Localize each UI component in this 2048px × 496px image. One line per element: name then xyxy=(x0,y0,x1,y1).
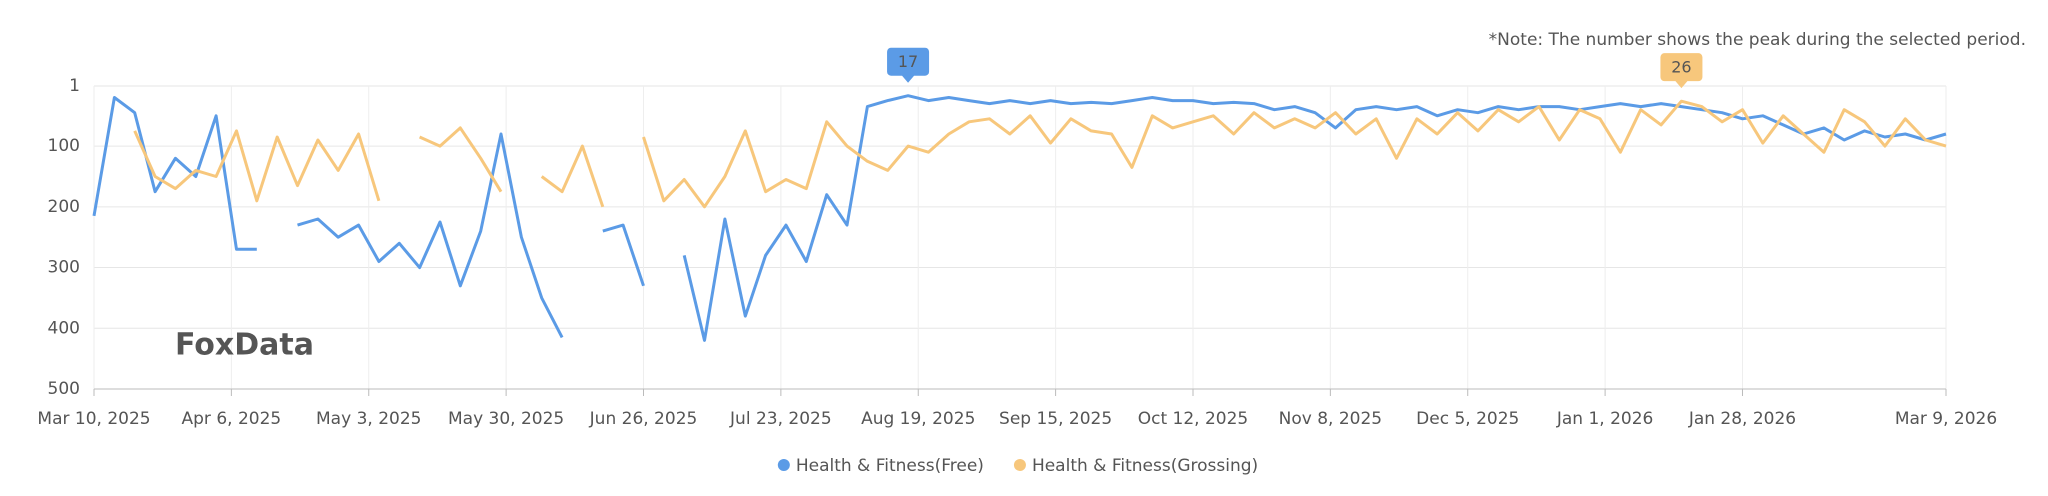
peak-badge xyxy=(1660,53,1703,89)
peak-badge xyxy=(887,47,930,83)
legend-marker xyxy=(1013,459,1026,471)
y-tick-label: 500 xyxy=(48,379,80,399)
x-tick-label: Mar 9, 2026 xyxy=(1895,409,1997,429)
x-tick-label: Mar 10, 2025 xyxy=(37,409,150,429)
x-tick-label: Nov 8, 2025 xyxy=(1279,409,1382,429)
y-tick-label: 100 xyxy=(48,136,80,156)
x-tick-label: Aug 19, 2025 xyxy=(861,409,975,429)
legend-label: Health & Fitness(Grossing) xyxy=(1032,456,1258,476)
legend: Health & Fitness(Free) Health & Fitness(G… xyxy=(777,456,1258,476)
y-tick-label: 1 xyxy=(69,76,80,96)
peak-label: 26 xyxy=(1671,58,1691,77)
legend-label: Health & Fitness(Free) xyxy=(796,456,984,476)
x-tick-label: Jul 23, 2025 xyxy=(729,409,832,429)
note: *Note: The number shows the peak during … xyxy=(1489,30,2026,50)
y-tick-label: 300 xyxy=(48,258,80,278)
x-tick-label: Jan 28, 2026 xyxy=(1688,409,1796,429)
series-line xyxy=(133,99,1947,209)
series-line xyxy=(92,94,1947,342)
legend-marker xyxy=(777,459,790,471)
x-tick-label: Dec 5, 2025 xyxy=(1416,409,1519,429)
watermark: FoxData xyxy=(175,328,314,363)
x-tick-label: May 3, 2025 xyxy=(316,409,421,429)
x-tick-label: Sep 15, 2025 xyxy=(999,409,1112,429)
x-tick-label: Oct 12, 2025 xyxy=(1138,409,1249,429)
x-tick-label: Apr 6, 2025 xyxy=(182,409,282,429)
x-tick-label: Jan 1, 2026 xyxy=(1556,409,1654,429)
x-tick-label: Jun 26, 2025 xyxy=(589,409,698,429)
y-tick-label: 200 xyxy=(48,197,80,217)
y-tick-label: 400 xyxy=(48,318,80,338)
x-tick-label: May 30, 2025 xyxy=(448,409,564,429)
peak-label: 17 xyxy=(898,52,918,71)
